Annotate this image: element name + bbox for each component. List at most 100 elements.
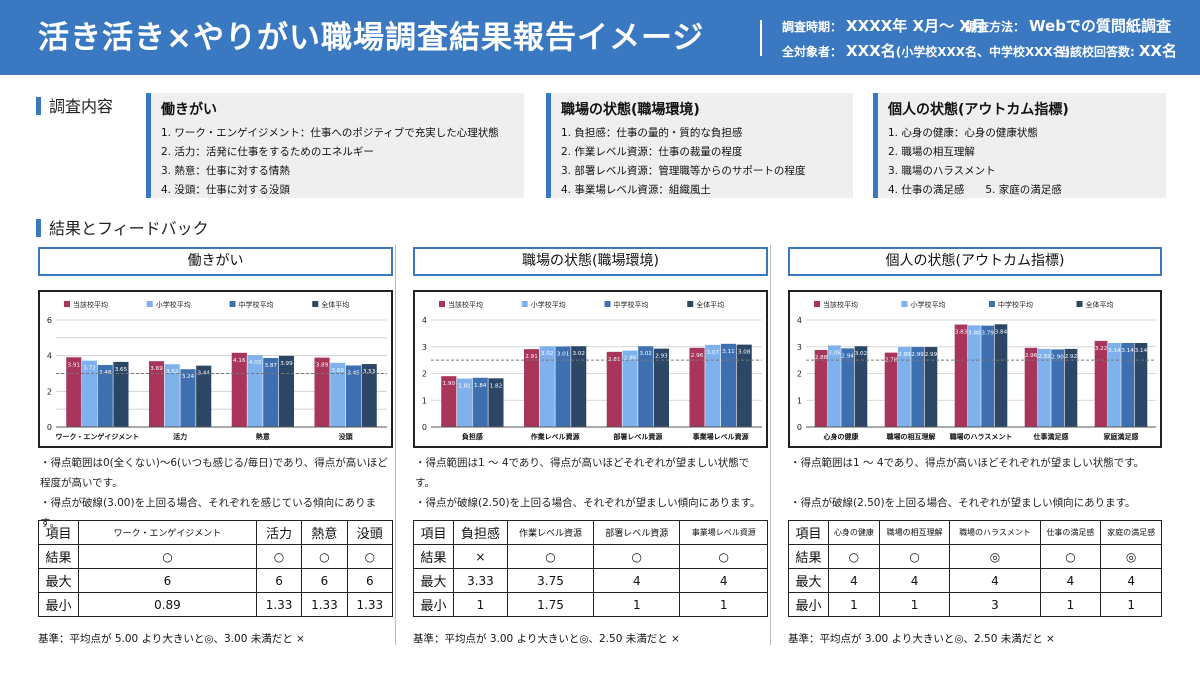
bar bbox=[539, 346, 555, 427]
bar bbox=[968, 325, 981, 427]
survey-answers-value: XX名 bbox=[1138, 42, 1177, 60]
result-column-yarigai: 働きがい 当該校平均 小学校平均 中学校平均 全体平均 0 2 4 6 3.91 3.72 3.48… bbox=[38, 247, 394, 645]
y-tick-label: 2 bbox=[422, 370, 427, 379]
legend-label: 全体平均 bbox=[696, 300, 724, 309]
bar bbox=[231, 352, 247, 427]
bar bbox=[841, 348, 854, 427]
x-category-label: 事業場レベル資源 bbox=[693, 432, 749, 441]
score-note: ・得点範囲は0(全くない)～6(いつも感じる/毎日)であり、得点が高いほど程度が… bbox=[40, 457, 388, 489]
table-row: 結果 ○ ○ ○ ○ bbox=[38, 544, 394, 569]
results-heading-text: 結果とフィードバック bbox=[49, 219, 209, 238]
header-banner: 活き活き×やりがい職場調査結果報告イメージ 調査時期： XXXX年 X月～ X月 … bbox=[0, 0, 1200, 75]
survey-heading-text: 調査内容 bbox=[49, 97, 114, 116]
bar-chart-personal: 当該校平均 小学校平均 中学校平均 全体平均 0 1 2 3 4 2.883.05 2.94 3.02… bbox=[797, 300, 1156, 441]
legend-swatch bbox=[521, 301, 528, 307]
survey-subjects-label: 全対象者： bbox=[782, 45, 843, 59]
result-column-personal: 個人の状態(アウトカム指標) 当該校平均 小学校平均 中学校平均 全体平均 0 1 2 3 4 2… bbox=[788, 247, 1162, 645]
bar-value-label: 3.22 bbox=[1095, 346, 1107, 352]
survey-answers-label: 当該校回答数: bbox=[1058, 45, 1135, 59]
criteria-text: 基準：平均点が 5.00 より大きいと◎、3.00 未満だと × bbox=[38, 633, 305, 645]
bar-value-label: 2.90 bbox=[1051, 354, 1064, 360]
legend-label: 当該校平均 bbox=[73, 300, 108, 309]
bar bbox=[164, 364, 180, 427]
legend-swatch bbox=[146, 301, 153, 307]
x-category-label: 職場の相互理解 bbox=[887, 432, 936, 441]
table-cell: 6 bbox=[78, 568, 257, 593]
bar bbox=[854, 346, 868, 427]
table-row: 最小 1 1.75 1 1 bbox=[413, 592, 768, 617]
criteria-text: 基準：平均点が 3.00 より大きいと◎、2.50 未満だと × bbox=[413, 633, 680, 645]
criteria-text: 基準：平均点が 3.00 より大きいと◎、2.50 未満だと × bbox=[788, 633, 1055, 645]
bar-value-label: 1.90 bbox=[443, 381, 456, 387]
table-cell: ○ bbox=[301, 544, 348, 569]
bar bbox=[884, 352, 898, 427]
heading-accent-bar bbox=[36, 219, 41, 237]
table-row: 最大 4 4 4 4 4 bbox=[788, 568, 1162, 593]
bar bbox=[1094, 340, 1108, 427]
survey-method-value: Webでの質問紙調査 bbox=[1029, 17, 1171, 35]
bar-value-label: 3.80 bbox=[968, 330, 981, 336]
page-title: 活き活き×やりがい職場調査結果報告イメージ bbox=[38, 20, 705, 56]
survey-item: 1. 負担感：仕事の量的・質的な負担感 bbox=[561, 127, 743, 139]
survey-box-personal: 個人の状態(アウトカム指標) 1. 心身の健康：心身の健康状態 2. 職場の相互… bbox=[873, 93, 1166, 198]
y-tick-label: 2 bbox=[797, 370, 802, 379]
bar-value-label: 4.16 bbox=[233, 358, 246, 364]
column-title: 職場の状態(職場環境) bbox=[413, 247, 768, 276]
table-cell: 1.33 bbox=[301, 592, 348, 617]
bar-value-label: 3.99 bbox=[280, 361, 293, 367]
legend-swatch bbox=[312, 301, 319, 307]
legend-label: 全体平均 bbox=[321, 300, 349, 309]
x-category-label: 没頭 bbox=[339, 432, 354, 441]
legend-label: 中学校平均 bbox=[614, 300, 649, 309]
bar-value-label: 3.84 bbox=[995, 329, 1008, 335]
table-header-row: 項目 心身の健康 職場の相互理解 職場のハラスメント 仕事の満足感 家庭の満足感 bbox=[788, 520, 1162, 545]
table-cell: 6 bbox=[255, 568, 303, 593]
table-header-cell: 作業レベル資源 bbox=[506, 520, 595, 545]
bar-value-label: 3.52 bbox=[166, 369, 178, 375]
column-divider bbox=[770, 245, 771, 645]
survey-item: 4. 没頭：仕事に対する没頭 bbox=[161, 184, 290, 196]
y-tick-label: 0 bbox=[422, 423, 427, 432]
table-header-row: 項目 ワーク・エンゲイジメント 活力 熱意 没頭 bbox=[38, 520, 394, 545]
bar-value-label: 3.83 bbox=[955, 330, 968, 336]
table-header-cell: 事業場レベル資源 bbox=[679, 520, 768, 545]
legend-swatch bbox=[64, 301, 70, 307]
x-category-label: 活力 bbox=[173, 432, 187, 441]
bar-value-label: 3.69 bbox=[150, 366, 163, 372]
bar-value-label: 3.02 bbox=[640, 351, 652, 357]
table-cell: 1 bbox=[878, 592, 951, 617]
table-cell: 3.75 bbox=[506, 568, 595, 593]
x-category-label: 職場のハラスメント bbox=[950, 432, 1013, 441]
survey-subjects: 全対象者： XXX名(小学校XXX名、中学校XXX名) bbox=[782, 40, 1070, 61]
bar-value-label: 2.92 bbox=[1065, 354, 1077, 360]
legend-swatch bbox=[687, 301, 694, 307]
table-row-label: 結果 bbox=[788, 544, 829, 569]
bar-value-label: 1.81 bbox=[458, 384, 471, 390]
survey-item: 2. 活力：活発に仕事をするためのエネルギー bbox=[161, 146, 374, 158]
bar bbox=[314, 357, 330, 427]
table-cell: 0.89 bbox=[78, 592, 257, 617]
survey-item: 2. 作業レベル資源：仕事の裁量の程度 bbox=[561, 146, 743, 158]
table-cell: 1 bbox=[593, 592, 681, 617]
table-cell: ○ bbox=[346, 544, 394, 569]
score-note: ・得点が破線(2.50)を上回る場合、それぞれが望ましい傾向にあります。 bbox=[790, 497, 1136, 509]
bar bbox=[622, 350, 638, 427]
bar bbox=[1134, 343, 1148, 427]
bar-value-label: 3.05 bbox=[828, 350, 841, 356]
table-header-label: 項目 bbox=[38, 520, 79, 545]
bar-value-label: 2.81 bbox=[608, 357, 621, 363]
bar bbox=[924, 347, 938, 427]
legend-swatch bbox=[439, 301, 445, 307]
table-cell: 1.33 bbox=[255, 592, 303, 617]
bar bbox=[1038, 348, 1051, 427]
survey-item: 3. 熱意：仕事に対する情熱 bbox=[161, 165, 290, 177]
table-header-cell: 活力 bbox=[255, 520, 303, 545]
table-row-label: 最大 bbox=[413, 568, 454, 593]
chart-frame: 当該校平均 小学校平均 中学校平均 全体平均 0 1 2 3 4 2.88 3.05 2.94 3.02… bbox=[788, 290, 1162, 448]
survey-item: 3. 部署レベル資源：管理職等からのサポートの程度 bbox=[561, 165, 806, 177]
survey-subjects-value: XXX名 bbox=[846, 42, 896, 60]
bar-value-label: 2.91 bbox=[525, 354, 538, 360]
survey-period-label: 調査時期： bbox=[782, 20, 843, 34]
chart-frame: 当該校平均 小学校平均 中学校平均 全体平均 0 2 4 6 3.91 3.72 3.48 3.65 ワ… bbox=[38, 290, 393, 448]
bar-value-label: 3.11 bbox=[722, 349, 735, 355]
